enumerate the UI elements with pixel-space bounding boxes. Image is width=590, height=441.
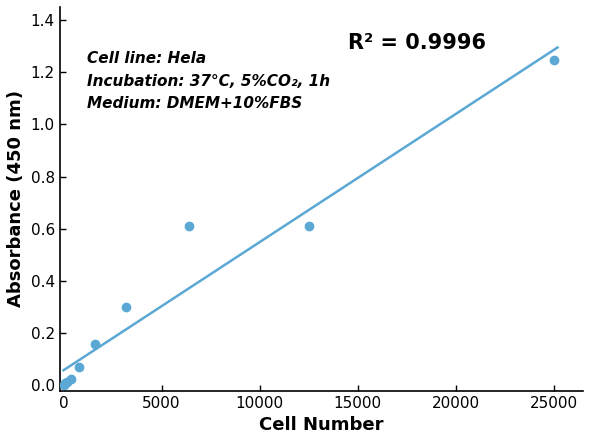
Point [74, 364, 84, 371]
Text: Cell line: Hela
Incubation: 37°C, 5%CO₂, 1h
Medium: DMEM+10%FBS: Cell line: Hela Incubation: 37°C, 5%CO₂,… [87, 51, 330, 111]
Point [304, 223, 313, 230]
Point [59, 381, 68, 389]
Y-axis label: Absorbance (450 nm): Absorbance (450 nm) [7, 90, 25, 307]
Text: R² = 0.9996: R² = 0.9996 [348, 33, 486, 53]
X-axis label: Cell Number: Cell Number [259, 416, 384, 434]
Point [67, 375, 76, 382]
Point [63, 378, 72, 385]
Point [184, 223, 194, 230]
Point [122, 303, 131, 310]
Point [90, 340, 100, 347]
Point [61, 380, 70, 387]
Point [549, 57, 558, 64]
